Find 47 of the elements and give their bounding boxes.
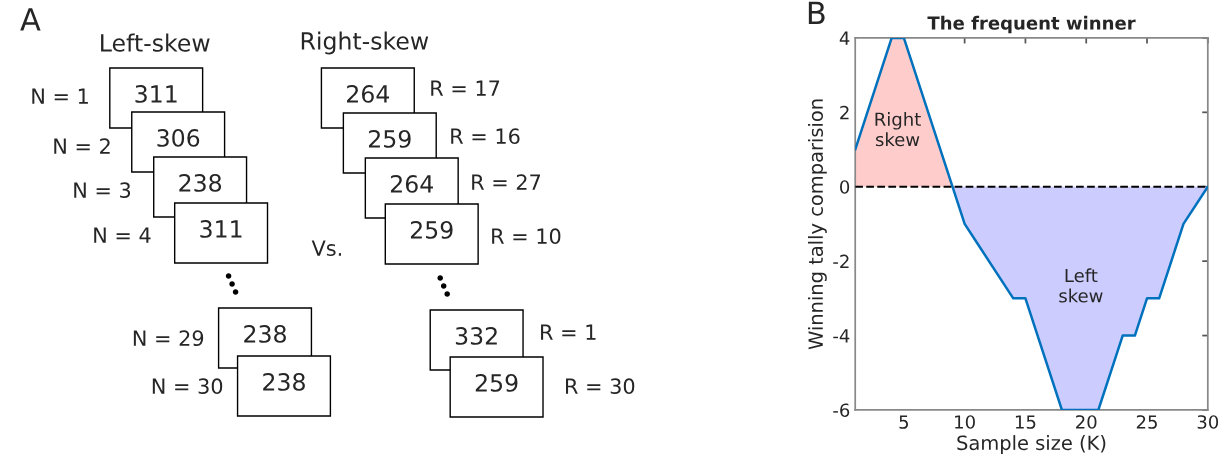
text: 238 bbox=[244, 324, 286, 343]
text: R = 10 bbox=[492, 228, 561, 245]
text: 259 bbox=[410, 220, 453, 239]
text: 332 bbox=[455, 326, 497, 345]
text: A bbox=[20, 8, 41, 31]
text: 311 bbox=[200, 219, 242, 238]
text: Right-skew bbox=[301, 31, 429, 55]
x-tick-label: 5 bbox=[899, 415, 909, 429]
text: 264 bbox=[390, 174, 433, 193]
x-tick-label: 25 bbox=[1136, 415, 1157, 429]
text: 306 bbox=[157, 128, 200, 147]
y-tick-label: 2 bbox=[840, 105, 849, 120]
text: 311 bbox=[135, 84, 177, 103]
y-tick-label: 0 bbox=[840, 180, 850, 194]
y-tick-label: -2 bbox=[833, 254, 849, 268]
text: 259 bbox=[475, 373, 518, 392]
y-tick-label: 4 bbox=[839, 31, 850, 45]
text: 259 bbox=[368, 129, 411, 148]
annotation: Left skew bbox=[1059, 268, 1103, 303]
text: N = 30 bbox=[152, 378, 223, 395]
x-tick-label: 30 bbox=[1197, 415, 1219, 429]
text: B bbox=[808, 1, 825, 25]
text: N = 1 bbox=[32, 88, 88, 104]
text: Vs. bbox=[311, 240, 342, 257]
text: N = 4 bbox=[94, 227, 151, 243]
text: R = 16 bbox=[451, 128, 520, 145]
text: R = 1 bbox=[541, 324, 596, 340]
text: 238 bbox=[263, 372, 305, 391]
text: 264 bbox=[347, 84, 390, 103]
text: R = 30 bbox=[566, 378, 635, 395]
y-tick-label: -4 bbox=[833, 329, 850, 343]
text: N = 2 bbox=[54, 138, 110, 154]
text: R = 27 bbox=[472, 174, 541, 190]
line-series bbox=[855, 37, 1208, 410]
chart-title: The frequent winner bbox=[927, 15, 1136, 34]
x-tick-label: 10 bbox=[955, 415, 975, 429]
text: 238 bbox=[179, 173, 222, 192]
text: N = 3 bbox=[74, 182, 131, 199]
text: R = 17 bbox=[431, 80, 500, 96]
x-axis-title: Sample size (K) bbox=[957, 435, 1106, 454]
text: Left-skew bbox=[101, 33, 210, 52]
y-axis-title: Winning tally comparision bbox=[807, 99, 827, 350]
x-tick-label: 15 bbox=[1015, 415, 1036, 429]
text: N = 29 bbox=[133, 330, 204, 347]
y-tick-label: -6 bbox=[833, 403, 850, 418]
annotation: Right skew bbox=[875, 112, 921, 147]
x-tick-label: 20 bbox=[1076, 415, 1097, 429]
